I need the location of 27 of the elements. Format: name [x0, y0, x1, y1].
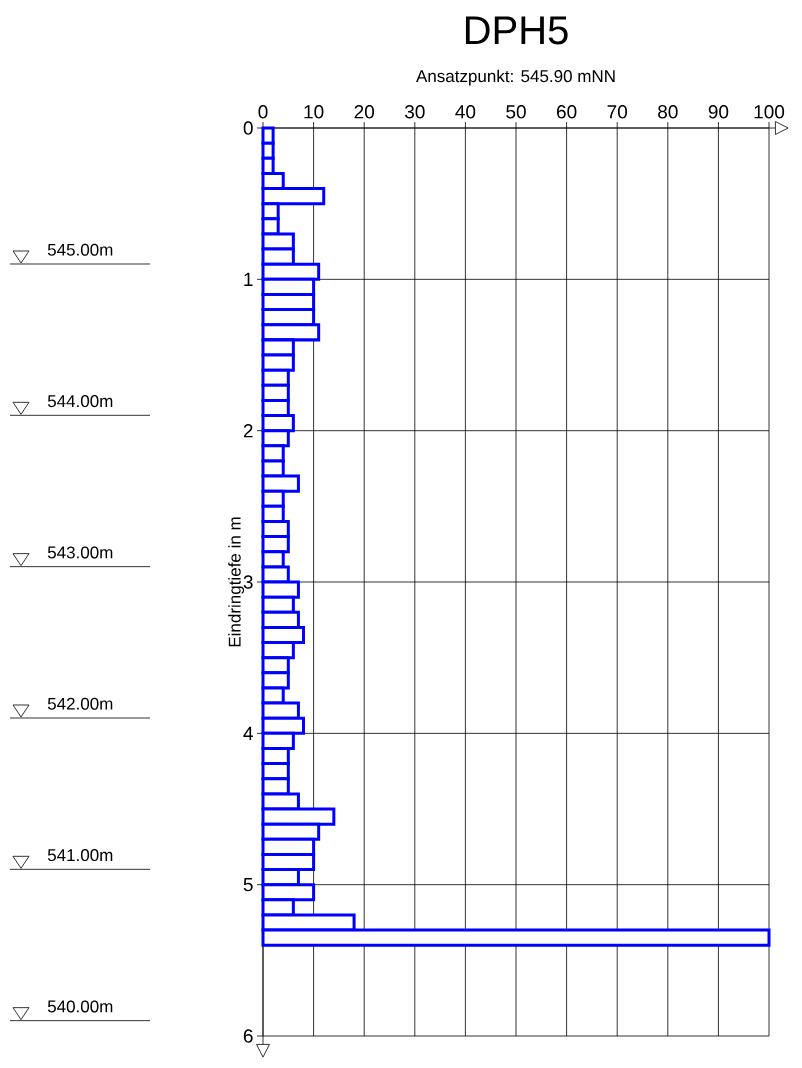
x-tick-label: 20 [354, 105, 375, 119]
y-tick-label: 5 [243, 878, 253, 892]
y-axis-title: Eindringtiefe in m [228, 517, 245, 647]
x-tick-label: 60 [557, 105, 577, 119]
y-tick-label: 4 [243, 726, 253, 740]
chart-title: DPH5 [465, 16, 568, 45]
text: 544.00m [47, 395, 113, 408]
chart-subtitle: Ansatzpunkt: 545.90 mNN [416, 69, 615, 86]
x-tick-label: 80 [658, 105, 678, 119]
text: 540.00m [47, 1000, 113, 1013]
x-tick-label: 90 [708, 105, 729, 119]
x-tick-label: 10 [304, 105, 324, 119]
x-tick-label: 0 [258, 105, 268, 119]
text: 543.00m [47, 546, 113, 559]
x-tick-label: 100 [754, 105, 785, 119]
x-tick-label: 70 [607, 105, 628, 119]
y-tick-label: 2 [243, 424, 253, 438]
y-tick-label: 1 [244, 272, 253, 286]
x-tick-label: 50 [506, 105, 526, 119]
text: 545.00m [47, 243, 113, 256]
y-tick-label: 3 [243, 575, 253, 589]
x-tick-label: 30 [404, 105, 425, 119]
x-tick-label: 40 [455, 105, 476, 119]
text: 542.00m [47, 697, 113, 710]
text: 541.00m [47, 849, 113, 862]
y-tick-label: 6 [243, 1029, 253, 1043]
y-tick-label: 0 [243, 121, 253, 135]
